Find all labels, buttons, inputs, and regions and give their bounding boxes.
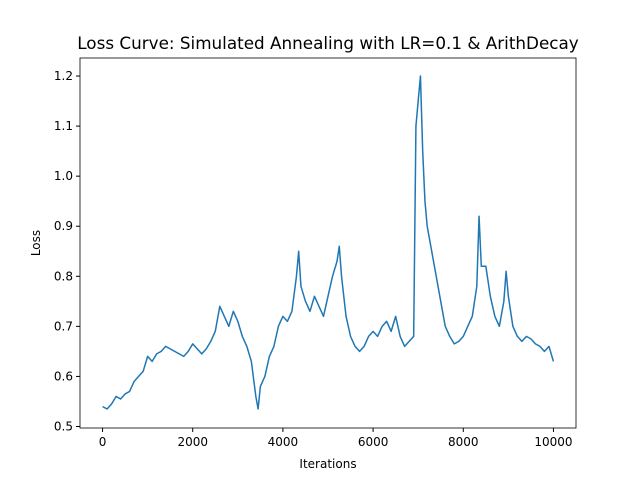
y-tick-label: 1.2 bbox=[54, 69, 73, 83]
x-tick-label: 0 bbox=[99, 435, 107, 449]
y-tick-label: 0.6 bbox=[54, 369, 73, 383]
y-tick-label: 0.9 bbox=[54, 219, 73, 233]
x-tick-label: 6000 bbox=[358, 435, 389, 449]
y-tick-label: 0.5 bbox=[54, 419, 73, 433]
y-tick-label: 1.0 bbox=[54, 169, 73, 183]
y-tick-label: 0.7 bbox=[54, 319, 73, 333]
chart-title: Loss Curve: Simulated Annealing with LR=… bbox=[77, 33, 579, 53]
y-tick-label: 1.1 bbox=[54, 119, 73, 133]
x-tick-label: 4000 bbox=[268, 435, 299, 449]
y-tick-label: 0.8 bbox=[54, 269, 73, 283]
plot-frame bbox=[79, 57, 577, 429]
x-tick-label: 10000 bbox=[534, 435, 572, 449]
y-axis-label: Loss bbox=[29, 230, 43, 256]
x-axis-label: Iterations bbox=[299, 457, 356, 471]
x-tick-label: 2000 bbox=[177, 435, 208, 449]
x-tick-label: 8000 bbox=[448, 435, 479, 449]
loss-line bbox=[102, 75, 555, 410]
